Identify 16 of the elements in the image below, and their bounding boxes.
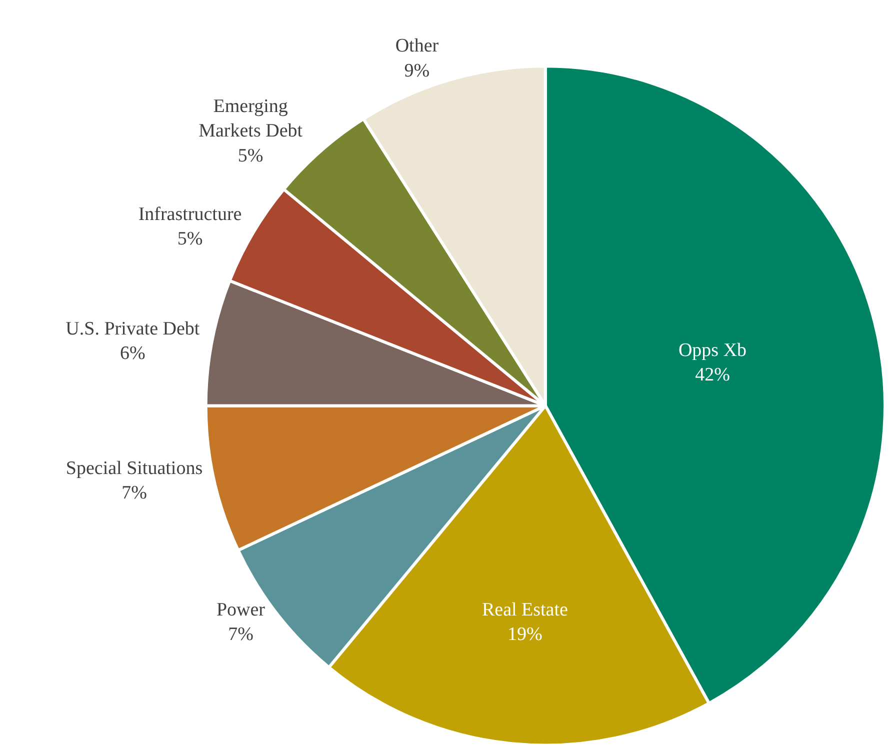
data-label: 7% bbox=[228, 624, 254, 646]
data-label: 19% bbox=[508, 624, 543, 645]
data-label: 42% bbox=[695, 364, 730, 386]
slice-label: Power bbox=[216, 600, 266, 621]
slice-label: Real Estate bbox=[482, 599, 568, 620]
slice-label: Special Situations bbox=[66, 458, 203, 480]
data-label: 6% bbox=[120, 343, 146, 364]
data-label: 9% bbox=[404, 60, 430, 82]
slice-label: Infrastructure bbox=[138, 204, 242, 226]
slice-label: Other bbox=[395, 36, 440, 57]
slice-label: Emerging Markets Debt bbox=[198, 96, 304, 142]
data-label: 5% bbox=[238, 145, 264, 166]
data-label: 5% bbox=[177, 228, 203, 250]
data-label: 7% bbox=[122, 482, 148, 504]
slice-label: U.S. Private Debt bbox=[66, 318, 200, 340]
slice-label: Opps Xb bbox=[678, 340, 747, 361]
